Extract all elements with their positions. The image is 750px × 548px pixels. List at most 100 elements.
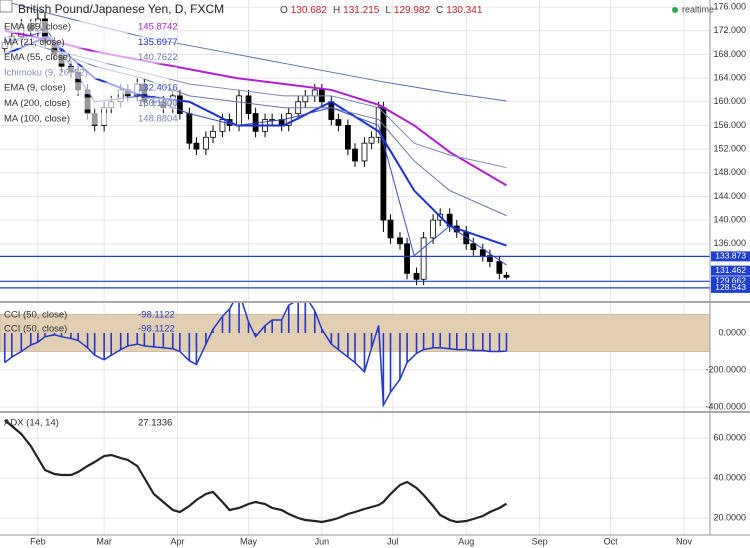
y-tick-label: -400.0000 (705, 401, 746, 411)
cci-bar (297, 303, 299, 333)
candle-body (202, 136, 209, 150)
cci-bar (179, 332, 181, 352)
cci-bar (321, 329, 323, 333)
cci-bar (482, 332, 484, 351)
candle-body (368, 136, 375, 144)
candle-body (470, 243, 477, 251)
cci-bar (439, 332, 441, 348)
ohlc-letter: C (436, 5, 443, 16)
legend-name: MA (21, close) (4, 37, 65, 48)
candle-body (496, 261, 503, 274)
legend-bg (2, 82, 177, 95)
candle-body (352, 148, 358, 162)
cci-bar (127, 332, 129, 346)
candle-body (219, 119, 226, 132)
y-tick-label: 152.000 (713, 143, 746, 153)
cci-bar (228, 308, 231, 333)
legend-name: MA (200, close) (4, 98, 70, 109)
y-tick-label: 20.0000 (713, 512, 746, 522)
cci-bar (472, 332, 475, 351)
cci-bar (264, 325, 266, 333)
moving-average (4, 29, 507, 187)
candle-body (193, 142, 200, 150)
cci-bar (188, 332, 191, 361)
ohlc-letter: H (333, 5, 340, 16)
candle-body (344, 125, 351, 150)
collapse-button[interactable] (0, 0, 13, 13)
ohlc-letter: L (385, 5, 391, 16)
cci-pane (0, 303, 710, 408)
legend-value: 148.8804 (138, 113, 178, 124)
candle-body (387, 219, 394, 239)
cci-bar (119, 332, 122, 350)
cci-bar (195, 332, 198, 365)
cci-bar (330, 332, 333, 345)
legend-name: EMA (9, close) (4, 83, 66, 94)
legend-name: CCI (50, close) (4, 324, 67, 335)
candle-body (186, 113, 193, 144)
cci-bar (489, 332, 491, 352)
y-tick-label: -200.0000 (705, 364, 746, 374)
y-tick-label: 172.000 (713, 25, 746, 35)
status-dot (672, 7, 678, 13)
x-tick-label: Jul (387, 536, 399, 546)
candle-body (236, 95, 242, 126)
cci-bar (20, 332, 23, 352)
cci-bar (247, 321, 250, 333)
y-tick-label: 60.0000 (713, 432, 746, 442)
cci-bar (3, 332, 6, 363)
y-tick-label: 148.000 (713, 167, 746, 177)
price-tag (711, 276, 750, 287)
candle-body (328, 101, 335, 120)
y-tick-label: 40.0000 (713, 472, 746, 482)
cci-bar (347, 332, 349, 358)
legend-name: MA (100, close) (4, 113, 70, 124)
price-tag (711, 265, 750, 276)
legend-bg (2, 51, 177, 64)
x-tick-label: Oct (604, 536, 619, 546)
cci-bar (422, 332, 425, 350)
cci-bar (505, 332, 508, 352)
legend-bg (2, 36, 177, 49)
legend-bg (2, 112, 177, 125)
cci-bar (313, 310, 316, 333)
legend-value: 140.7622 (138, 52, 178, 63)
price-tag-label: 128.543 (715, 282, 746, 292)
cci-bar (29, 332, 32, 346)
legend-name: CCI (50, close) (4, 310, 67, 321)
x-tick-label: Mar (96, 536, 112, 546)
cci-bar (221, 316, 224, 333)
cci-bar (406, 332, 408, 363)
candle-body (503, 274, 510, 278)
y-tick-label: 156.000 (713, 120, 746, 130)
ohlc-value: 130.682 (291, 5, 328, 16)
cci-bar (37, 332, 39, 343)
candle-body (335, 119, 342, 126)
y-tick-label: 136.000 (713, 238, 746, 248)
candle-body (311, 89, 318, 97)
adx-line (4, 419, 508, 524)
cci-bar (399, 332, 401, 380)
cci-line (4, 303, 507, 408)
legend-value: 145.8742 (138, 22, 178, 33)
price-tag-label: 133.873 (715, 251, 746, 261)
candle-body (430, 219, 437, 239)
candle-body (361, 142, 368, 162)
cci-bar (287, 305, 290, 333)
cci-bar (44, 332, 46, 337)
cci-bar (304, 303, 307, 333)
x-tick-label: Aug (458, 536, 474, 546)
cci-bar (354, 332, 356, 363)
candle-body (404, 243, 410, 274)
y-tick-label: 168.000 (713, 49, 746, 59)
x-tick-label: May (240, 536, 258, 546)
ohlc-readout: O 130.682 H 131.215 L 129.982 C 130.341 (280, 5, 483, 16)
cci-bar (60, 332, 63, 337)
cci-bar (382, 332, 385, 406)
cci-bar (212, 329, 214, 333)
cci-bar (415, 332, 418, 354)
ohlc-letter: O (280, 5, 288, 16)
y-tick-label: 140.000 (713, 214, 746, 224)
cci-bar (280, 320, 283, 333)
